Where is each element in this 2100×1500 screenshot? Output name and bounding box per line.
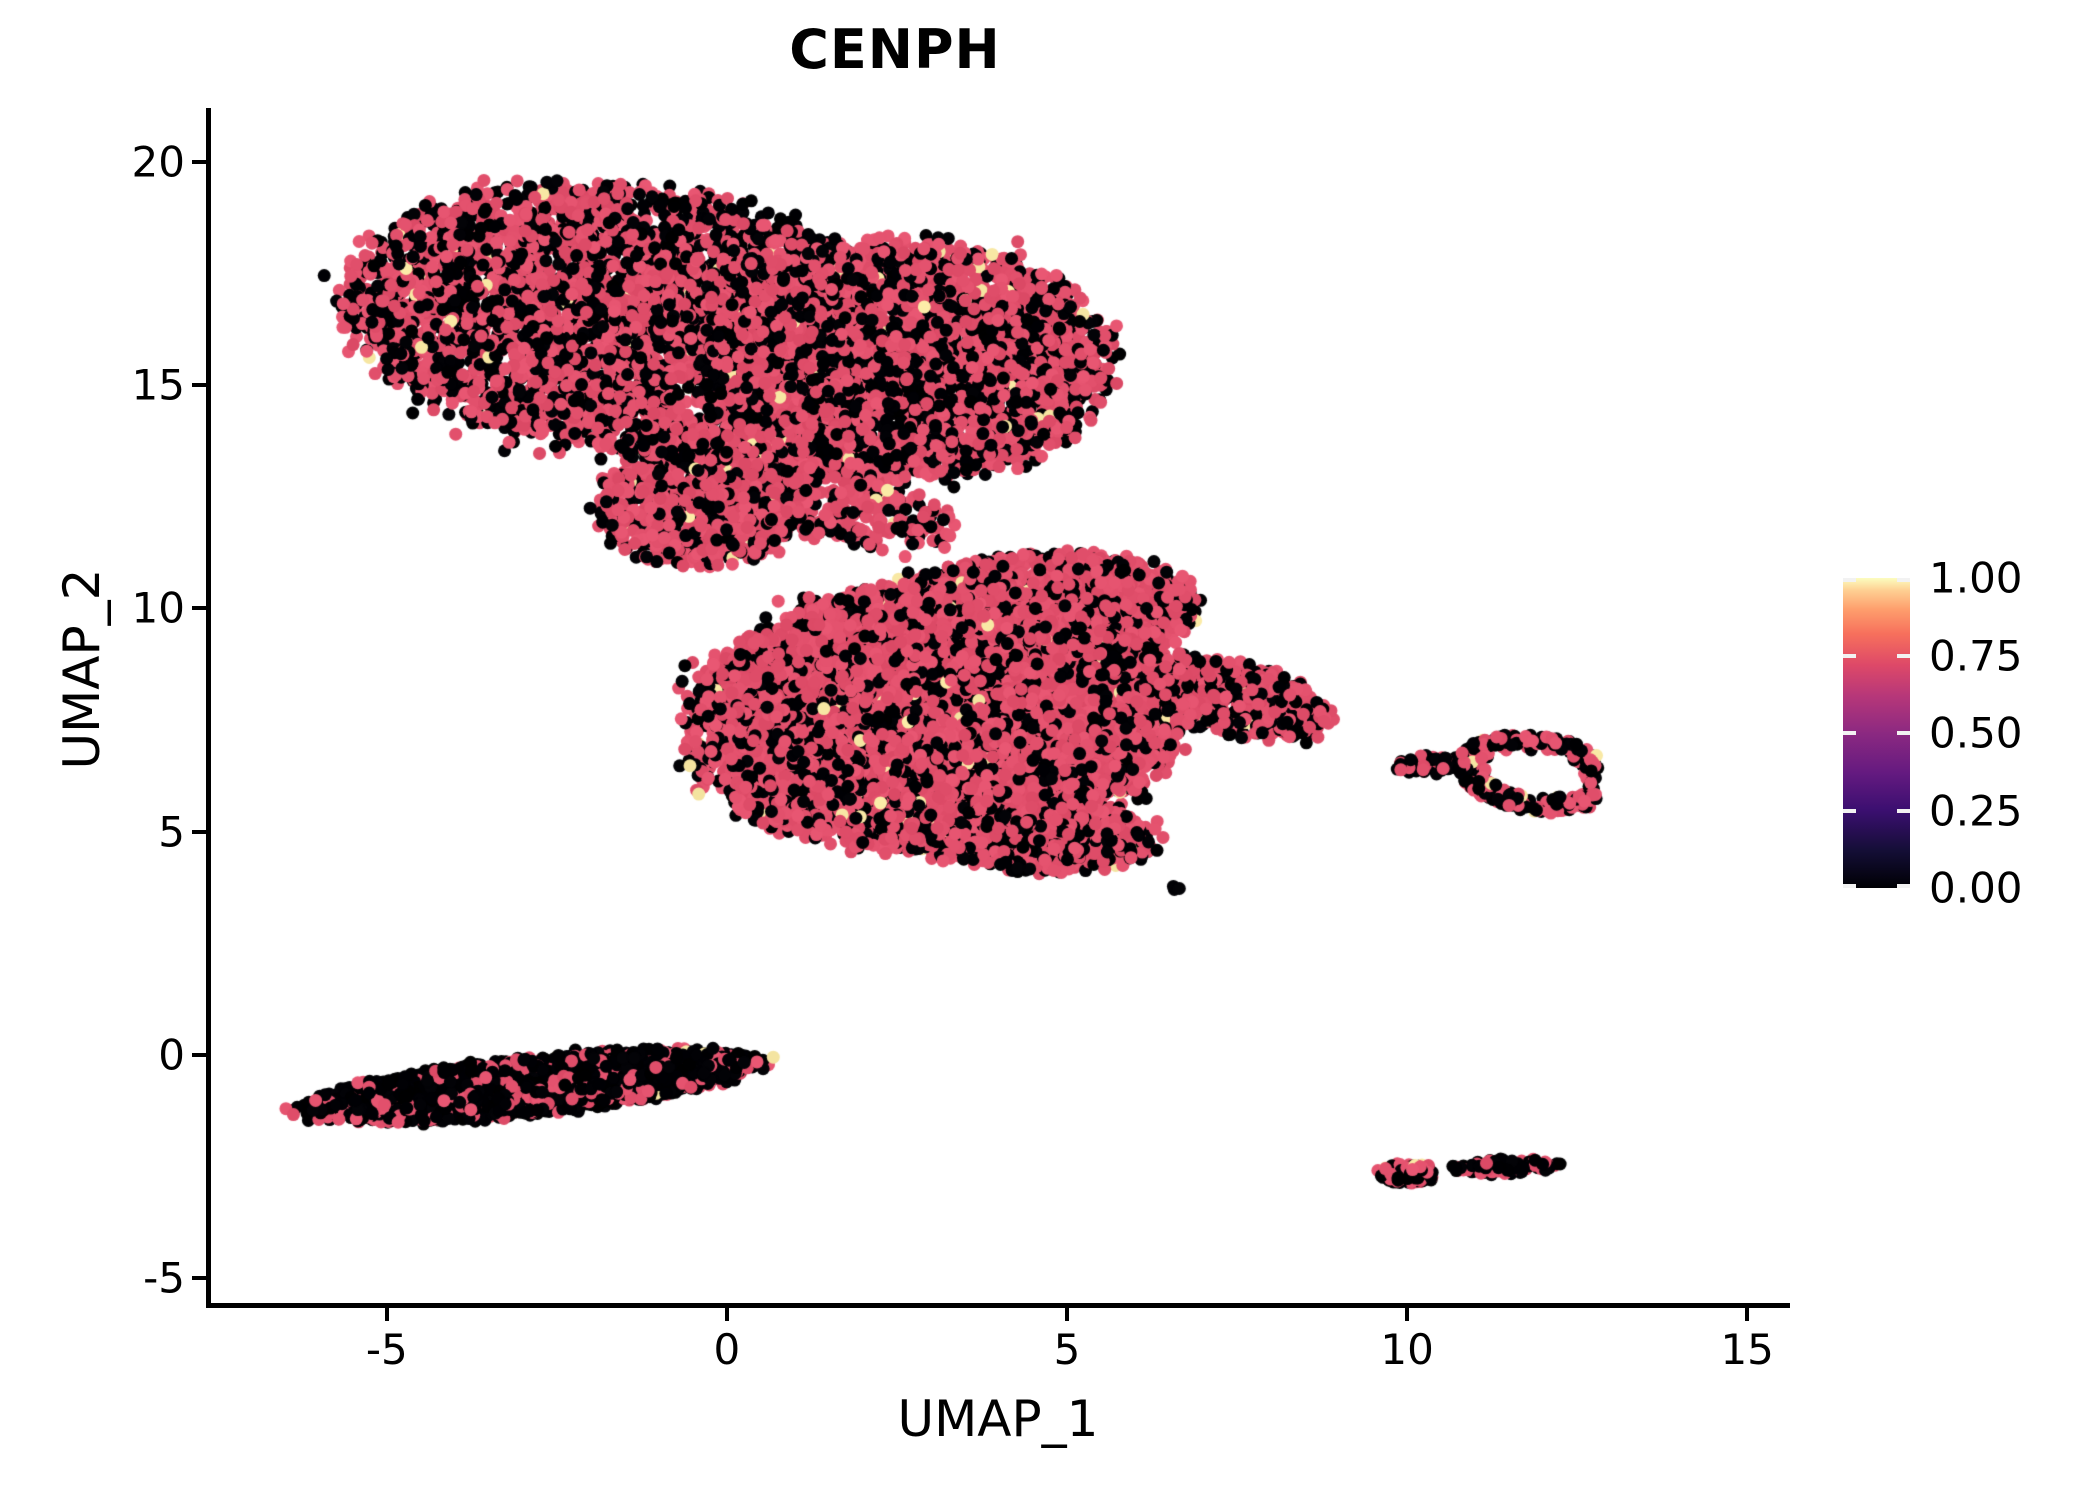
colorbar-label-0.75: 0.75 [1929, 631, 2023, 680]
y-axis-title: UMAP_2 [53, 568, 111, 770]
x-tick-label-0: 0 [713, 1325, 741, 1374]
x-tick-label-15: 15 [1720, 1325, 1774, 1374]
x-tick-10 [1405, 1307, 1410, 1321]
colorbar-tick-1.00 [1897, 578, 1910, 582]
colorbar-tick-0.75 [1897, 653, 1910, 658]
x-tick-5 [1065, 1307, 1070, 1321]
colorbar-label-0.25: 0.25 [1929, 786, 2023, 835]
y-tick-10 [192, 606, 206, 611]
scatter-points-layer [210, 108, 1788, 1305]
colorbar-tick-0.50 [1897, 731, 1910, 735]
y-tick-20 [192, 159, 206, 164]
colorbar-tick-0.25 [1843, 808, 1856, 813]
colorbar-tick-0.75 [1843, 653, 1856, 658]
y-tick-label--5: -5 [143, 1253, 185, 1303]
x-tick-label-10: 10 [1380, 1325, 1434, 1374]
colorbar-tick-0.00 [1897, 884, 1910, 888]
y-tick-15 [192, 382, 206, 387]
colorbar-tick-0.00 [1843, 884, 1856, 888]
y-tick-label-0: 0 [158, 1030, 185, 1080]
x-axis-title: UMAP_1 [897, 1390, 1099, 1448]
x-tick-label--5: -5 [365, 1325, 408, 1374]
y-tick-label-5: 5 [158, 807, 185, 857]
x-axis-spine [206, 1303, 1790, 1308]
x-tick-label-5: 5 [1053, 1325, 1081, 1374]
colorbar-label-0.00: 0.00 [1929, 863, 2023, 913]
plot-area [210, 108, 1788, 1305]
y-tick-label-10: 10 [131, 583, 185, 633]
colorbar-label-1.00: 1.00 [1929, 553, 2023, 603]
colorbar-tick-0.50 [1843, 731, 1856, 735]
x-tick-0 [724, 1307, 729, 1321]
x-tick--5 [384, 1307, 389, 1321]
y-tick-label-15: 15 [131, 360, 185, 410]
y-tick-label-20: 20 [131, 137, 185, 187]
colorbar-tick-0.25 [1897, 808, 1910, 813]
colorbar-tick-1.00 [1843, 578, 1856, 582]
y-tick--5 [192, 1276, 206, 1281]
y-axis-spine [206, 108, 211, 1308]
y-tick-5 [192, 829, 206, 834]
colorbar-label-0.50: 0.50 [1929, 708, 2023, 758]
x-tick-15 [1745, 1307, 1750, 1321]
page-title: CENPH [789, 18, 1001, 81]
y-tick-0 [192, 1052, 206, 1057]
